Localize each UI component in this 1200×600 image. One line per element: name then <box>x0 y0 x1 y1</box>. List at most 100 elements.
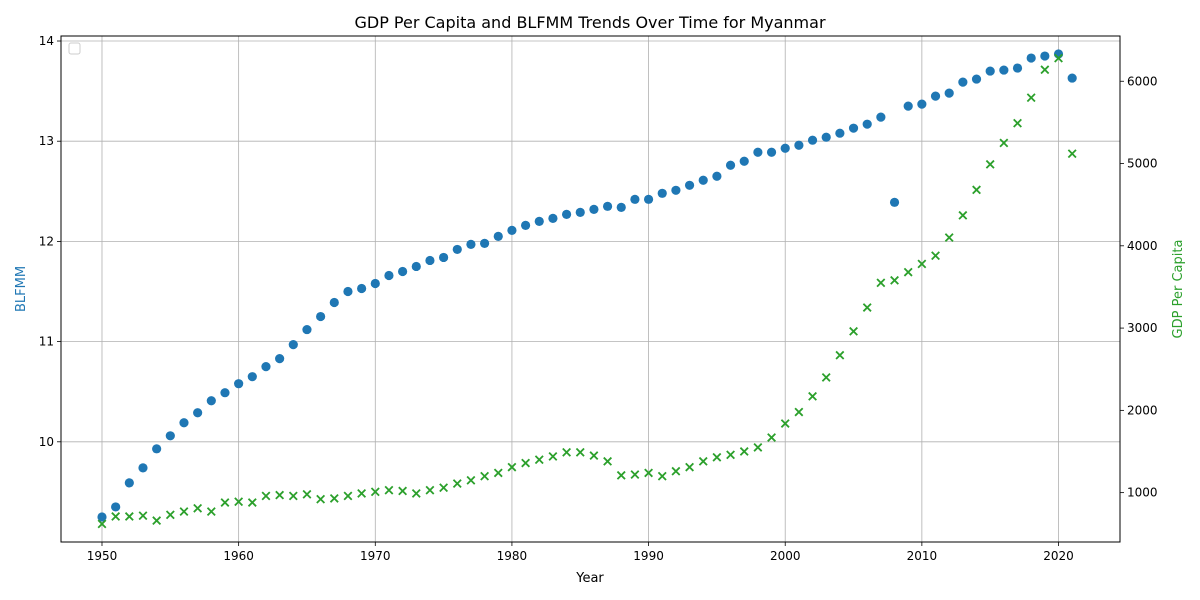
gdp-point <box>644 468 654 478</box>
gdp-point <box>972 185 981 195</box>
y-right-tick-label: 3000 <box>1127 321 1158 335</box>
gdp-point <box>1040 65 1050 75</box>
blfmm-point <box>425 255 435 266</box>
blfmm-point <box>835 128 845 138</box>
blfmm-point <box>780 143 790 153</box>
blfmm-point <box>958 77 968 87</box>
blfmm-point <box>398 266 408 277</box>
blfmm-point <box>1012 63 1023 73</box>
x-tick-label: 2010 <box>907 549 938 563</box>
blfmm-point <box>302 324 312 335</box>
blfmm-point <box>138 463 148 473</box>
x-tick-label: 1990 <box>633 549 664 563</box>
gdp-point <box>931 251 940 261</box>
gdp-point <box>425 485 435 495</box>
blfmm-point <box>329 297 339 308</box>
blfmm-point <box>507 225 517 235</box>
gdp-point <box>862 303 872 312</box>
grid <box>61 36 1120 542</box>
x-tick-label: 1970 <box>360 549 391 563</box>
y-axis-label-left: BLFMM <box>14 266 29 312</box>
blfmm-point <box>753 147 763 157</box>
blfmm-point <box>97 512 107 522</box>
x-tick-label: 1980 <box>497 549 528 563</box>
x-axis-label: Year <box>575 571 604 586</box>
blfmm-point <box>876 112 886 122</box>
gdp-point <box>890 275 899 285</box>
gdp-point <box>1013 118 1022 128</box>
gdp-point <box>603 456 613 466</box>
gdp-point <box>1067 149 1077 159</box>
gdp-point <box>685 462 695 472</box>
blfmm-point <box>602 201 613 211</box>
blfmm-point <box>766 147 777 157</box>
x-tick-label: 2020 <box>1043 549 1074 563</box>
y-left-tick-label: 13 <box>39 134 54 148</box>
blfmm-point <box>261 362 271 372</box>
gdp-point <box>712 452 722 462</box>
blfmm-point <box>520 220 531 230</box>
blfmm-point <box>357 283 367 294</box>
gdp-point <box>480 471 490 481</box>
blfmm-point <box>234 379 244 389</box>
gdp-point <box>534 455 544 465</box>
blfmm-point <box>944 88 954 98</box>
blfmm-point <box>534 216 544 226</box>
gdp-point <box>767 433 776 442</box>
gdp-point <box>917 259 927 269</box>
gdp-point <box>808 391 817 401</box>
blfmm-point <box>370 278 380 289</box>
gdp-point <box>958 210 968 220</box>
gdp-point <box>206 507 216 516</box>
gdp-point <box>671 466 681 476</box>
blfmm-point <box>411 261 421 272</box>
blfmm-point <box>288 340 298 350</box>
gdp-point <box>220 498 230 507</box>
y-left-tick-label: 14 <box>39 34 54 48</box>
blfmm-point <box>1040 51 1050 61</box>
blfmm-point <box>561 209 572 219</box>
gdp-point <box>780 419 790 428</box>
gdp-point <box>261 491 271 501</box>
x-tick-label: 1960 <box>223 549 254 563</box>
gdp-point <box>698 456 708 466</box>
gdp-point <box>589 451 599 461</box>
gdp-point <box>548 451 558 461</box>
blfmm-point <box>575 207 585 217</box>
blfmm-point <box>247 372 257 382</box>
gdp-point <box>821 373 831 382</box>
gdp-point <box>152 516 162 526</box>
gdp-point <box>124 512 134 521</box>
gdp-point <box>726 450 735 460</box>
gdp-point <box>1026 93 1036 103</box>
blfmm-point <box>643 194 654 204</box>
x-tick-label: 2000 <box>770 549 801 563</box>
gdp-point <box>247 498 257 507</box>
blfmm-point <box>657 188 667 198</box>
gdp-point <box>234 497 244 507</box>
gdp-point <box>985 159 995 169</box>
blfmm-point <box>589 204 599 214</box>
blfmm-point <box>439 252 449 263</box>
gdp-point <box>739 447 749 456</box>
blfmm-point <box>193 408 203 418</box>
gdp-point <box>452 479 462 489</box>
gdp-point <box>439 483 449 493</box>
chart-title: GDP Per Capita and BLFMM Trends Over Tim… <box>354 13 825 32</box>
y-right-tick-label: 4000 <box>1127 239 1158 253</box>
blfmm-point <box>917 99 927 109</box>
gdp-point <box>411 489 421 498</box>
y-right-tick-label: 5000 <box>1127 157 1158 171</box>
blfmm-point <box>903 101 913 111</box>
gdp-point <box>616 470 626 480</box>
blfmm-point <box>480 238 490 249</box>
gdp-point <box>999 138 1009 148</box>
blfmm-point <box>548 213 558 223</box>
blfmm-point <box>794 140 804 150</box>
gdp-point <box>849 326 858 336</box>
y-left-tick-label: 10 <box>39 435 54 449</box>
blfmm-point <box>821 132 831 142</box>
gdp-point <box>903 267 913 277</box>
